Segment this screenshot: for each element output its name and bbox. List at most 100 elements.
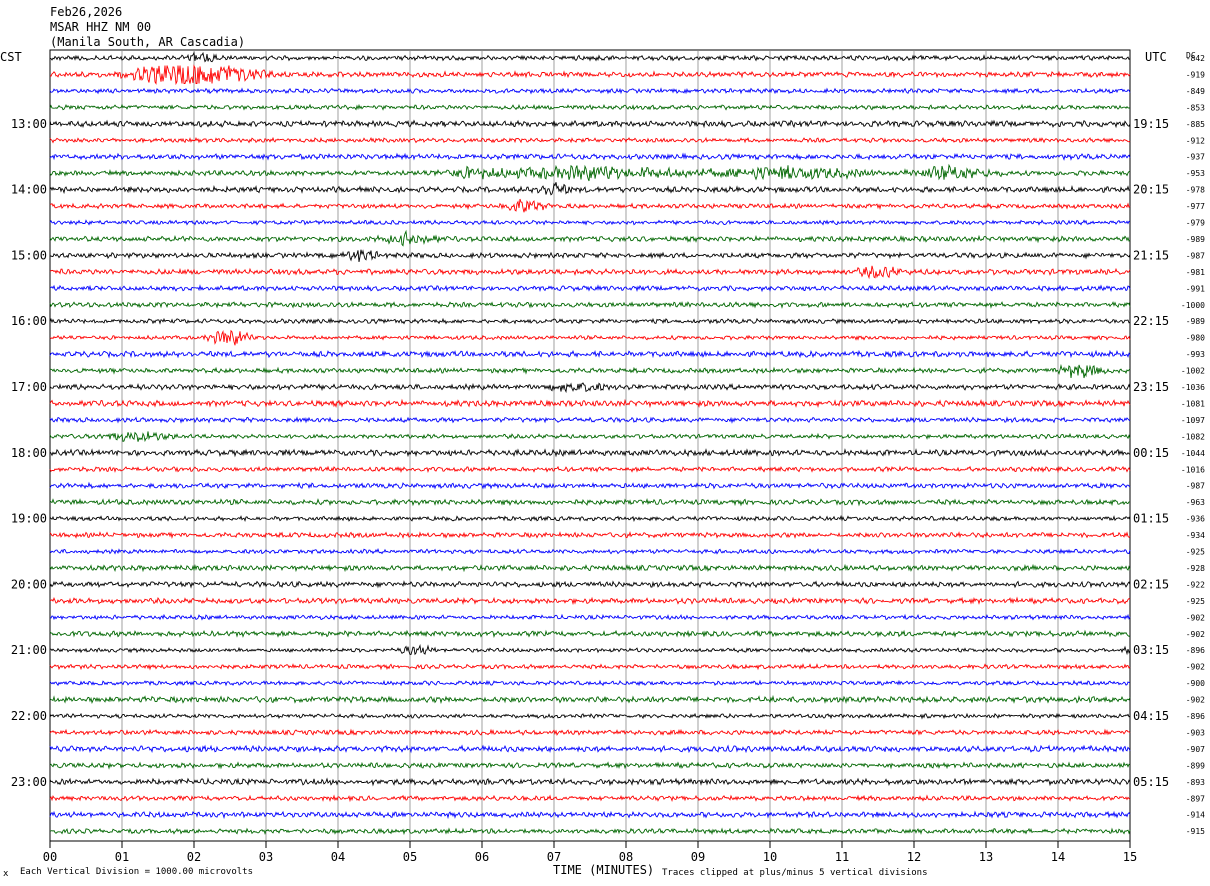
seismic-trace <box>50 284 1131 293</box>
seismic-trace <box>50 249 1131 262</box>
seismic-trace <box>49 398 1131 409</box>
dc-offset-label: -993 <box>1186 350 1205 359</box>
seismic-trace <box>49 498 1131 507</box>
left-zone-label: CST <box>0 50 22 64</box>
dc-header-label: DC <box>1186 51 1196 60</box>
x-tick-label: 15 <box>1123 850 1137 864</box>
seismic-trace <box>49 152 1131 161</box>
dc-offset-label: -937 <box>1186 153 1205 162</box>
seismic-trace <box>49 163 1131 182</box>
seismic-trace <box>49 728 1131 737</box>
station-label: MSAR HHZ NM 00 <box>50 20 151 34</box>
dc-offset-label: -925 <box>1186 597 1205 606</box>
cst-hour-label: 23:00 <box>11 775 47 789</box>
seismic-trace <box>49 198 1131 213</box>
minute-gridlines <box>121 50 1059 841</box>
dc-offset-label: -991 <box>1186 284 1205 293</box>
cst-hour-labels: 13:00 14:00 15:00 16:00 17:00 18:00 19:00 20:00… <box>11 117 47 789</box>
seismic-trace <box>49 827 1131 836</box>
cst-hour-label: 21:00 <box>11 643 47 657</box>
seismic-trace <box>49 548 1131 555</box>
seismic-trace <box>49 64 1131 86</box>
dc-offset-label: -1082 <box>1181 432 1205 441</box>
dc-offset-label: -928 <box>1186 564 1205 573</box>
cst-hour-label: 15:00 <box>11 248 47 262</box>
utc-hour-label: 19:15 <box>1133 117 1169 131</box>
utc-hour-label: 22:15 <box>1133 314 1169 328</box>
seismic-trace <box>49 349 1131 359</box>
dc-offset-label: -902 <box>1186 663 1205 672</box>
seismic-trace <box>49 119 1131 129</box>
dc-offset-label: -1016 <box>1181 465 1205 474</box>
cst-hour-label: 22:00 <box>11 709 47 723</box>
seismic-trace <box>49 777 1131 787</box>
x-tick-label: 11 <box>835 850 849 864</box>
dc-offset-label: -922 <box>1186 580 1205 589</box>
seismic-trace <box>49 329 1131 346</box>
dc-offset-label: -925 <box>1186 548 1205 557</box>
dc-offset-label: -987 <box>1186 251 1205 260</box>
seismic-trace <box>49 810 1131 820</box>
seismic-trace <box>49 580 1131 589</box>
dc-offset-label: -900 <box>1186 679 1205 688</box>
dc-offset-label: -987 <box>1186 482 1205 491</box>
corner-mark: x <box>3 869 9 879</box>
seismic-trace <box>49 301 1131 309</box>
x-tick-label: 13 <box>979 850 993 864</box>
dc-offset-label: -1002 <box>1181 367 1205 376</box>
seismic-trace <box>49 663 1131 671</box>
x-tick-label: 12 <box>907 850 921 864</box>
seismic-trace <box>49 531 1131 539</box>
dc-offset-label: -936 <box>1186 515 1205 524</box>
cst-hour-label: 18:00 <box>11 446 47 460</box>
cst-hour-label: 14:00 <box>11 183 47 197</box>
dc-offset-label: -1000 <box>1181 301 1205 310</box>
seismic-trace <box>49 219 1131 226</box>
seismic-trace <box>49 679 1131 687</box>
dc-offset-label: -981 <box>1186 268 1205 277</box>
dc-offset-label: -907 <box>1186 745 1205 754</box>
utc-hour-label: 21:15 <box>1133 248 1169 262</box>
dc-offset-label: -1081 <box>1181 399 1205 408</box>
utc-hour-label: 05:15 <box>1133 775 1169 789</box>
dc-offset-label: -979 <box>1186 219 1205 228</box>
seismic-trace <box>49 229 1131 247</box>
dc-offset-label: -899 <box>1186 761 1205 770</box>
seismic-trace <box>49 51 1131 63</box>
dc-offset-label: -896 <box>1186 712 1205 721</box>
x-axis-title: TIME (MINUTES) <box>553 863 654 877</box>
dc-offset-label: -1097 <box>1181 416 1205 425</box>
seismic-trace <box>49 613 1131 621</box>
dc-offset-labels: -842 -919 -849 -853 -885 -912 -937 -953 -978 -977… <box>1181 54 1205 836</box>
dc-offset-label: -912 <box>1186 136 1205 145</box>
seismic-trace <box>49 317 1131 325</box>
seismic-trace <box>49 794 1131 803</box>
x-tick-label: 08 <box>619 850 633 864</box>
cst-hour-label: 16:00 <box>11 314 47 328</box>
seismic-trace <box>49 629 1131 638</box>
utc-hour-labels: 19:15 20:15 21:15 22:15 23:15 00:15 01:15 02:15… <box>1133 117 1169 789</box>
date-label: Feb26,2026 <box>50 5 122 19</box>
utc-hour-label: 01:15 <box>1133 512 1169 526</box>
seismic-trace <box>49 563 1131 573</box>
x-tick-label: 10 <box>763 850 777 864</box>
dc-offset-label: -978 <box>1186 186 1205 195</box>
seismic-trace <box>49 694 1131 705</box>
dc-offset-label: -989 <box>1186 317 1205 326</box>
dc-offset-label: -963 <box>1186 498 1205 507</box>
seismic-trace <box>49 761 1131 770</box>
dc-offset-label: -842 <box>1186 54 1205 63</box>
scale-note: Each Vertical Division = 1000.00 microvo… <box>20 867 253 877</box>
cst-hour-label: 13:00 <box>11 117 47 131</box>
dc-offset-label: -897 <box>1186 794 1205 803</box>
dc-offset-label: -953 <box>1186 169 1205 178</box>
seismic-trace <box>49 87 1131 95</box>
seismic-trace <box>49 448 1131 458</box>
seismic-trace <box>49 481 1131 490</box>
location-label: (Manila South, AR Cascadia) <box>50 35 245 49</box>
seismic-trace <box>49 712 1131 720</box>
seismic-trace <box>49 265 1131 280</box>
seismic-trace <box>49 465 1131 474</box>
dc-offset-label: -853 <box>1186 103 1205 112</box>
